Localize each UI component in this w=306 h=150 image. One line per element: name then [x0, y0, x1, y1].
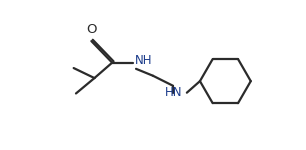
Text: NH: NH	[135, 54, 152, 67]
Text: HN: HN	[165, 86, 182, 99]
Text: O: O	[86, 23, 97, 36]
